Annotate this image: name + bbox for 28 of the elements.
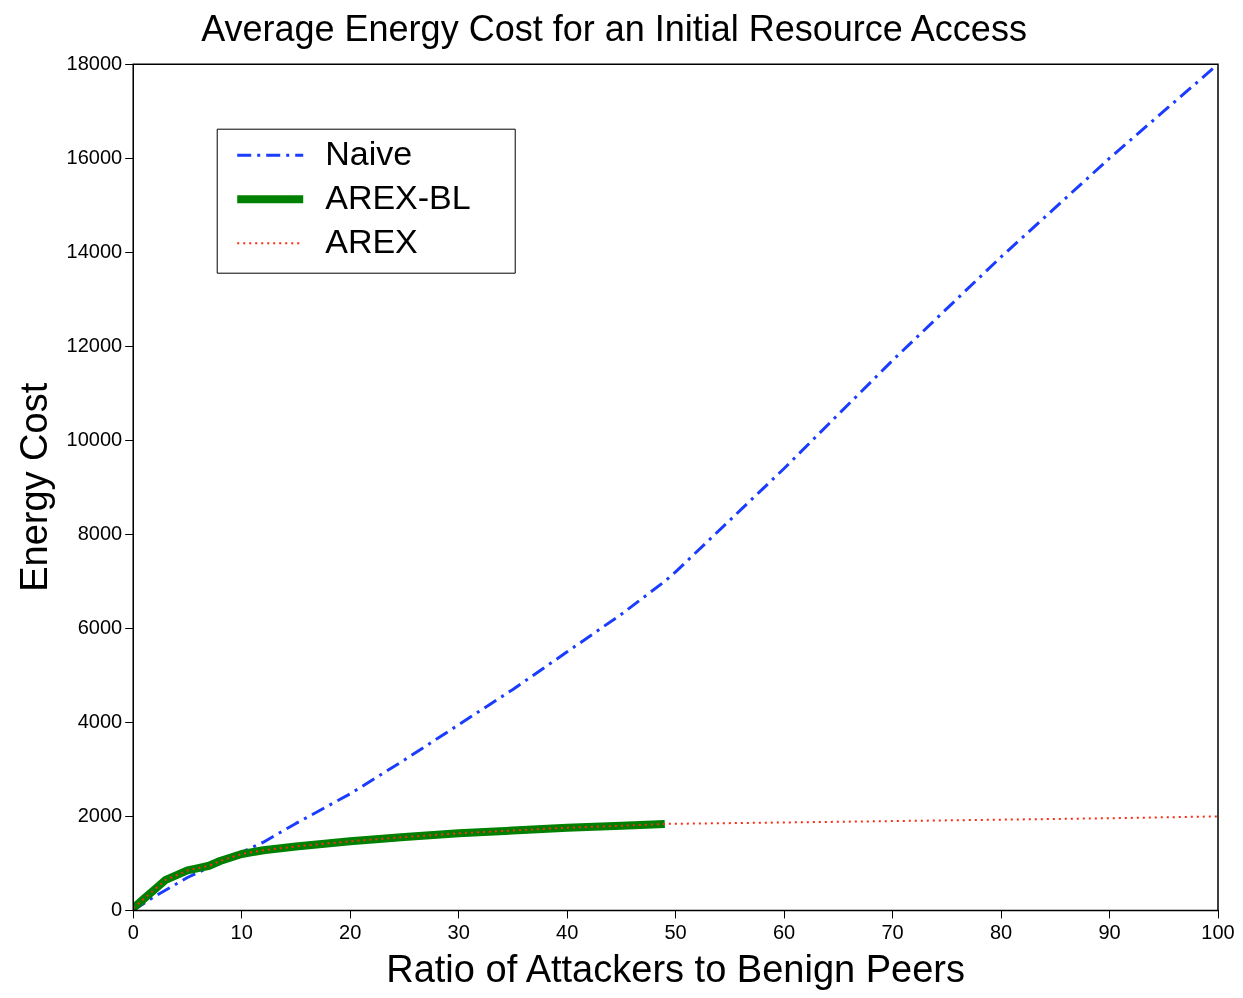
y-tick-label: 4000 bbox=[77, 709, 123, 732]
x-tick-label: 10 bbox=[230, 920, 253, 943]
y-tick-label: 12000 bbox=[66, 333, 123, 356]
x-tick-label: 30 bbox=[447, 920, 470, 943]
y-axis-title: Energy Cost bbox=[13, 382, 56, 592]
y-tick-label: 8000 bbox=[77, 521, 123, 544]
x-tick-label: 80 bbox=[989, 920, 1013, 943]
y-tick-label: 0 bbox=[111, 897, 123, 920]
x-tick-label: 60 bbox=[772, 920, 796, 943]
y-tick-label: 16000 bbox=[66, 145, 123, 168]
legend-label: Naive bbox=[325, 133, 413, 172]
legend-label: AREX-BL bbox=[325, 177, 471, 216]
legend-label: AREX bbox=[325, 221, 418, 260]
x-tick-label: 100 bbox=[1201, 920, 1235, 943]
x-tick-label: 20 bbox=[339, 920, 362, 943]
y-tick-label: 10000 bbox=[66, 427, 123, 450]
x-tick-label: 90 bbox=[1098, 920, 1121, 943]
line-series bbox=[133, 815, 1218, 910]
x-tick-label: 0 bbox=[127, 920, 139, 943]
y-tick-label: 18000 bbox=[66, 51, 123, 74]
y-tick-label: 6000 bbox=[77, 615, 123, 638]
x-tick-label: 50 bbox=[664, 920, 687, 943]
chart-title: Average Energy Cost for an Initial Resource Access bbox=[201, 7, 1027, 49]
x-tick-label: 40 bbox=[556, 920, 579, 943]
y-tick-label: 14000 bbox=[66, 239, 123, 262]
x-tick-label: 70 bbox=[881, 920, 904, 943]
x-axis-title: Ratio of Attackers to Benign Peers bbox=[386, 947, 965, 990]
y-tick-label: 2000 bbox=[77, 803, 123, 826]
